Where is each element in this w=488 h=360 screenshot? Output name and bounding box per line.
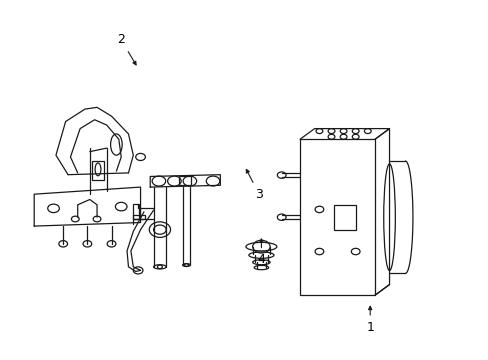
Text: 4: 4: [257, 239, 265, 266]
Bar: [333, 205, 355, 230]
Bar: [300, 139, 374, 295]
Bar: [179, 176, 191, 185]
Text: 2: 2: [117, 33, 136, 65]
Bar: [133, 215, 145, 219]
Text: 3: 3: [246, 170, 263, 201]
Bar: [92, 161, 104, 180]
Text: 1: 1: [366, 306, 373, 334]
Bar: [133, 204, 139, 219]
